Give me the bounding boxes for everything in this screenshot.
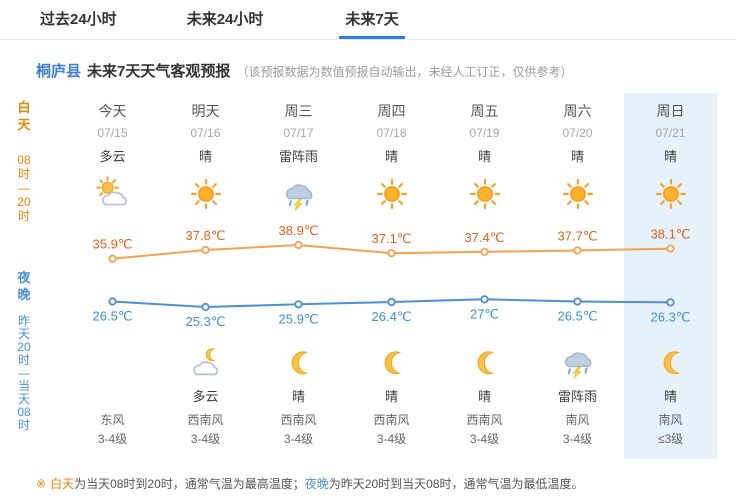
forecast-column-5: 周五 07/19 晴晴西南风 3-4级 xyxy=(438,93,531,459)
tab-next-24h[interactable]: 未来24小时 xyxy=(186,11,264,28)
day-weather-text: 多云 xyxy=(99,149,126,164)
day-weather-text: 晴 xyxy=(384,149,398,164)
sun-icon xyxy=(159,171,252,217)
time-period-sidebar: 白天 08时—20时 夜晚 昨天20时—当天08时 xyxy=(10,93,66,459)
night-range: 昨天20时—当天08时 xyxy=(17,314,31,432)
tab-next-7days[interactable]: 未来7天 xyxy=(339,8,405,39)
forecast-column-2: 明天 07/16 晴多云西南风 3-4级 xyxy=(159,93,252,459)
wind-direction: 东风 xyxy=(100,413,125,427)
moon-icon xyxy=(345,337,438,387)
day-name: 明天 xyxy=(191,103,220,119)
night-weather-text: 晴 xyxy=(291,389,305,404)
cloud-sun-icon xyxy=(66,171,159,217)
day-date: 07/20 xyxy=(562,126,593,140)
sun-icon xyxy=(531,171,624,217)
wind-level: 3-4级 xyxy=(376,432,407,446)
footnote-day-text: 为当天08时到20时，通常气温为最高温度； xyxy=(74,477,305,491)
county-name: 桐庐县 xyxy=(36,63,82,80)
forecast-column-1: 今天 07/15 多云东风 3-4级 xyxy=(66,93,159,459)
day-name: 周三 xyxy=(284,103,313,119)
sun-icon xyxy=(624,171,717,217)
wind-direction: 西南风 xyxy=(280,413,317,427)
wind-direction: 西南风 xyxy=(466,413,503,427)
day-weather-text: 雷阵雨 xyxy=(278,149,318,164)
chart-area-spacer xyxy=(438,217,531,337)
tab-past-24h[interactable]: 过去24小时 xyxy=(40,11,117,28)
wind-direction: 西南风 xyxy=(373,413,410,427)
day-date: 07/21 xyxy=(655,126,686,140)
moon-icon xyxy=(252,337,345,387)
wind-direction: 南风 xyxy=(565,413,590,427)
daytime-label: 白天 xyxy=(17,100,31,132)
day-name: 周五 xyxy=(470,103,499,119)
night-label: 夜晚 xyxy=(17,270,31,302)
day-date: 07/15 xyxy=(97,126,128,140)
thunderstorm-icon xyxy=(252,171,345,217)
night-weather-text: 多云 xyxy=(192,389,219,404)
moon-icon xyxy=(624,337,717,387)
sun-icon xyxy=(345,171,438,217)
wind-direction: 西南风 xyxy=(187,413,224,427)
day-date: 07/16 xyxy=(190,126,221,140)
chart-area-spacer xyxy=(159,217,252,337)
wind-level: 3-4级 xyxy=(190,432,221,446)
chart-area-spacer xyxy=(531,217,624,337)
forecast-column-7: 周日 07/21 晴晴南风 ≤3级 xyxy=(624,93,717,459)
sun-icon xyxy=(438,171,531,217)
wind-direction: 南风 xyxy=(658,413,683,427)
footnote-night-term: 夜晚 xyxy=(304,477,329,491)
chart-area-spacer xyxy=(624,217,717,337)
day-weather-text: 晴 xyxy=(477,149,491,164)
footnote-day-term: 白天 xyxy=(50,477,75,491)
day-date: 07/17 xyxy=(283,126,314,140)
wind-level: 3-4级 xyxy=(97,432,128,446)
footnote-night-text: 为昨天20时到当天08时，通常气温为最低温度。 xyxy=(328,477,584,491)
night-weather-text: 晴 xyxy=(384,389,398,404)
disclaimer-note: （该预报数据为数值预报自动输出，未经人工订正，仅供参考） xyxy=(236,65,573,79)
tabbar: 过去24小时 未来24小时 未来7天 xyxy=(0,0,736,40)
night-weather-text: 晴 xyxy=(477,389,491,404)
day-name: 周四 xyxy=(377,103,406,119)
forecast-column-4: 周四 07/18 晴晴西南风 3-4级 xyxy=(345,93,438,459)
footnote-marker: ※ xyxy=(36,477,47,491)
footnote: ※ 白天为当天08时到20时，通常气温为最高温度；夜晚为昨天20时到当天08时，通… xyxy=(36,475,736,492)
wind-level: 3-4级 xyxy=(469,432,500,446)
page-header: 桐庐县 未来7天天气客观预报 （该预报数据为数值预报自动输出，未经人工订正，仅供参… xyxy=(0,40,736,93)
wind-level: ≤3级 xyxy=(657,432,684,446)
daytime-range: 08时—20时 xyxy=(17,153,31,223)
day-name: 周日 xyxy=(656,103,685,119)
night-icon-empty xyxy=(66,337,159,387)
night-weather-text: 雷阵雨 xyxy=(557,389,597,404)
forecast-column-3: 周三 07/17 雷阵雨晴西南风 3-4级 xyxy=(252,93,345,459)
night-weather-text xyxy=(66,387,159,411)
day-name: 周六 xyxy=(563,103,592,119)
chart-area-spacer xyxy=(345,217,438,337)
page-title: 未来7天天气客观预报 xyxy=(87,63,231,80)
moon-icon xyxy=(438,337,531,387)
day-weather-text: 晴 xyxy=(663,149,677,164)
chart-area-spacer xyxy=(252,217,345,337)
cloud-moon-icon xyxy=(159,337,252,387)
forecast-columns: 今天 07/15 多云 东风 3-4级 明天 07/16 晴多云 西南风 3-4级 周三 07/17 雷… xyxy=(66,93,717,459)
wind-level: 3-4级 xyxy=(283,432,314,446)
chart-area-spacer xyxy=(66,217,159,337)
forecast-column-6: 周六 07/20 晴雷阵雨南风 3-4级 xyxy=(531,93,624,459)
forecast-panel: 白天 08时—20时 夜晚 昨天20时—当天08时 今天 07/15 多云东风 3-4… xyxy=(0,93,736,459)
day-name: 今天 xyxy=(98,103,127,119)
night-weather-text: 晴 xyxy=(663,389,677,404)
day-date: 07/18 xyxy=(376,126,407,140)
wind-level: 3-4级 xyxy=(562,432,593,446)
day-weather-text: 晴 xyxy=(198,149,212,164)
day-weather-text: 晴 xyxy=(570,149,584,164)
day-date: 07/19 xyxy=(469,126,500,140)
thunderstorm-icon xyxy=(531,337,624,387)
